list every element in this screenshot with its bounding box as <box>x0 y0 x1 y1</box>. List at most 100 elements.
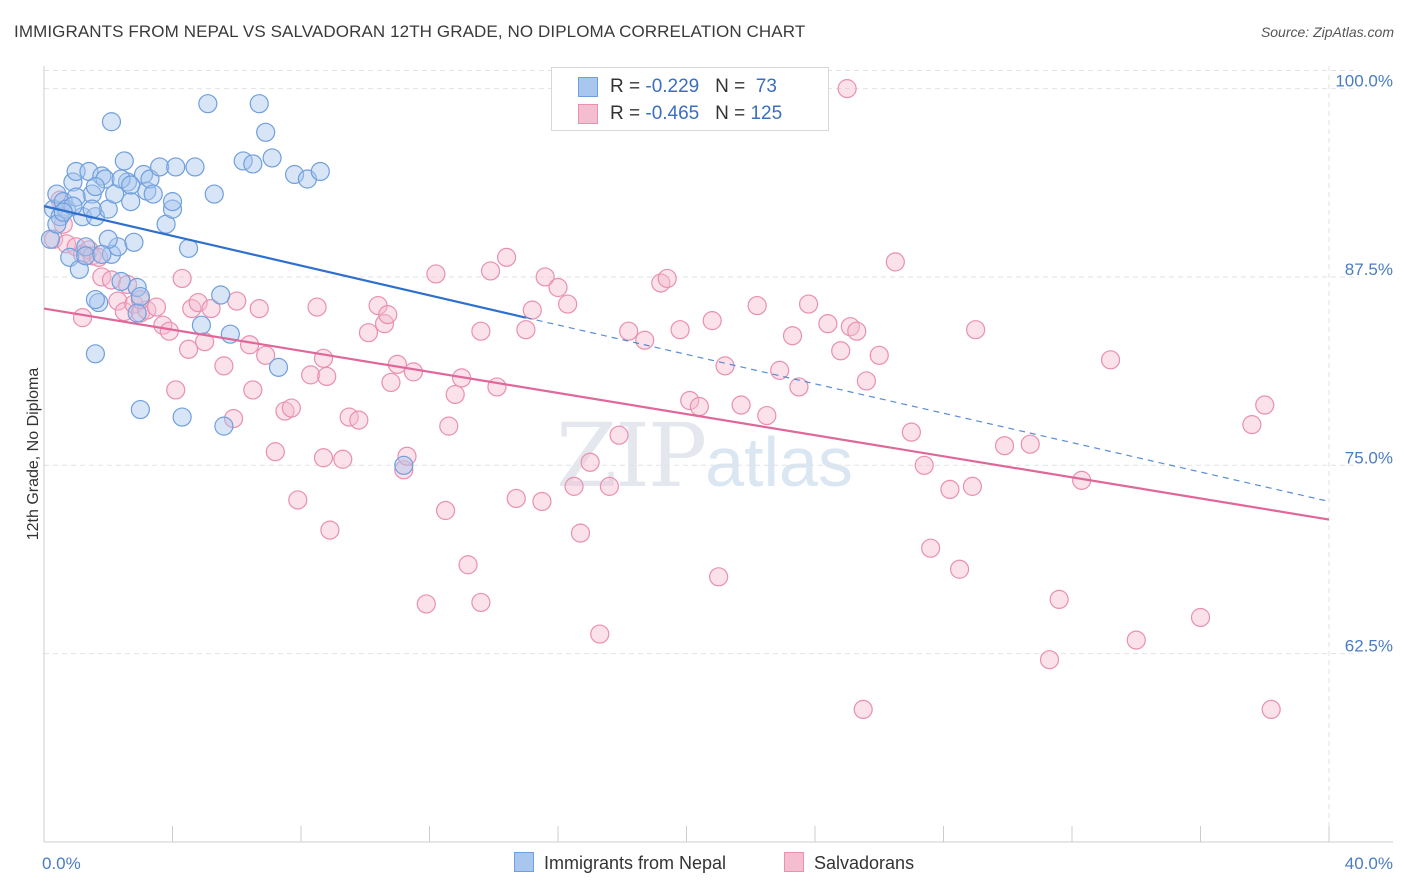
salvadoran-point <box>747 295 767 316</box>
legend-r-label: R = <box>610 76 646 97</box>
salvadoran-point <box>288 490 308 510</box>
salvadoran-point <box>731 395 751 415</box>
nepal-point <box>166 157 186 177</box>
salvadoran-point <box>416 594 436 614</box>
salvadoran-point <box>265 442 285 462</box>
salvadoran-point <box>223 408 244 429</box>
salvadoran-point <box>570 523 591 543</box>
watermark: ZIPatlas <box>556 404 853 507</box>
watermark-atlas: atlas <box>705 423 853 501</box>
correlation-legend: R = -0.229 N = 73 R = -0.465 N = 125 <box>551 67 829 131</box>
salvadoran-point <box>108 291 128 311</box>
salvadoran-point <box>471 592 491 613</box>
salvadoran-point <box>320 520 340 540</box>
nepal-point <box>162 192 183 212</box>
salvadoran-point <box>818 314 838 334</box>
nepal-trend-line <box>43 205 527 319</box>
salvadoran-point <box>487 377 507 397</box>
salvadoran-point <box>333 449 353 469</box>
salvadoran-point <box>349 410 369 430</box>
nepal-point <box>394 455 414 475</box>
salvadoran-point <box>146 297 167 317</box>
nepal-point <box>268 357 289 377</box>
salvadoran-point <box>317 366 337 386</box>
salvadoran-point <box>214 356 234 376</box>
salvadoran-point <box>79 240 99 260</box>
salvadoran-point <box>227 291 247 311</box>
salvadoran-point <box>172 268 192 289</box>
salvadoran-point <box>178 339 199 359</box>
nepal-point <box>262 148 282 168</box>
nepal-point <box>124 232 144 252</box>
nepal-point <box>108 237 128 257</box>
nepal-point <box>214 416 234 436</box>
nepal-point <box>256 122 276 142</box>
salvadoran-point <box>480 261 501 281</box>
salvadoran-point <box>680 390 700 411</box>
salvadoran-point <box>522 300 542 320</box>
nepal-point <box>101 112 122 132</box>
salvadoran-point <box>1242 415 1262 435</box>
legend-n-value: 73 <box>755 76 777 97</box>
legend-swatch-nepal <box>578 77 598 97</box>
legend-r-value: -0.229 <box>645 76 700 97</box>
salvadoran-point <box>358 323 379 343</box>
x-tick-label-min: 0.0% <box>42 854 81 873</box>
nepal-point <box>111 169 131 189</box>
salvadoran-point <box>831 341 851 361</box>
salvadoran-point <box>856 371 877 391</box>
bottom-legend-swatch-salvadorans <box>784 852 804 872</box>
salvadoran-point <box>506 488 526 509</box>
salvadoran-point <box>532 491 552 512</box>
salvadoran-point <box>580 452 600 472</box>
salvadoran-point <box>313 348 334 368</box>
salvadoran-point <box>301 365 321 385</box>
nepal-point <box>85 344 106 364</box>
salvadoran-point <box>1049 589 1069 610</box>
salvadoran-point <box>558 294 578 314</box>
legend-swatch-salvadorans <box>578 104 598 124</box>
salvadoran-point <box>101 270 122 290</box>
bottom-legend-salvadorans: Salvadorans <box>784 852 914 874</box>
salvadoran-point <box>458 555 478 575</box>
salvadoran-point <box>497 247 517 267</box>
salvadoran-point <box>548 277 568 298</box>
salvadoran-point <box>256 345 276 365</box>
nepal-point <box>89 292 109 313</box>
salvadoran-point <box>715 356 735 376</box>
nepal-point <box>130 286 150 307</box>
salvadoran-point <box>535 267 555 287</box>
nepal-point <box>172 407 192 427</box>
y-tick-label: 75.0% <box>1345 448 1393 467</box>
salvadoran-point <box>313 448 334 468</box>
salvadoran-point <box>243 380 263 400</box>
y-tick-label: 100.0% <box>1335 72 1393 91</box>
nepal-point <box>47 184 67 204</box>
y-tick-label: 62.5% <box>1345 637 1393 656</box>
bottom-legend-label-nepal: Immigrants from Nepal <box>544 853 727 873</box>
salvadoran-point <box>847 321 867 341</box>
salvadorans-points <box>44 79 1281 720</box>
nepal-point <box>150 157 170 177</box>
nepal-point <box>76 246 96 266</box>
nepal-point <box>204 184 224 204</box>
legend-n-label: N = <box>715 76 751 97</box>
nepal-point <box>92 166 112 186</box>
legend-n-value: 125 <box>750 103 783 124</box>
x-tick-label-max: 40.0% <box>1345 854 1393 873</box>
nepal-point <box>211 285 231 305</box>
salvadoran-point <box>837 79 857 99</box>
nepal-point <box>185 157 205 177</box>
nepal-point <box>284 164 305 185</box>
salvadoran-point <box>516 320 536 340</box>
nepal-point <box>114 151 134 171</box>
salvadoran-point <box>1190 607 1211 628</box>
nepal-point <box>63 172 83 192</box>
salvadoran-point <box>1126 630 1146 650</box>
salvadoran-point <box>1039 650 1060 670</box>
nepal-point <box>121 175 141 195</box>
salvadoran-point <box>709 567 729 587</box>
salvadoran-point <box>439 416 459 436</box>
salvadoran-point <box>201 298 221 319</box>
